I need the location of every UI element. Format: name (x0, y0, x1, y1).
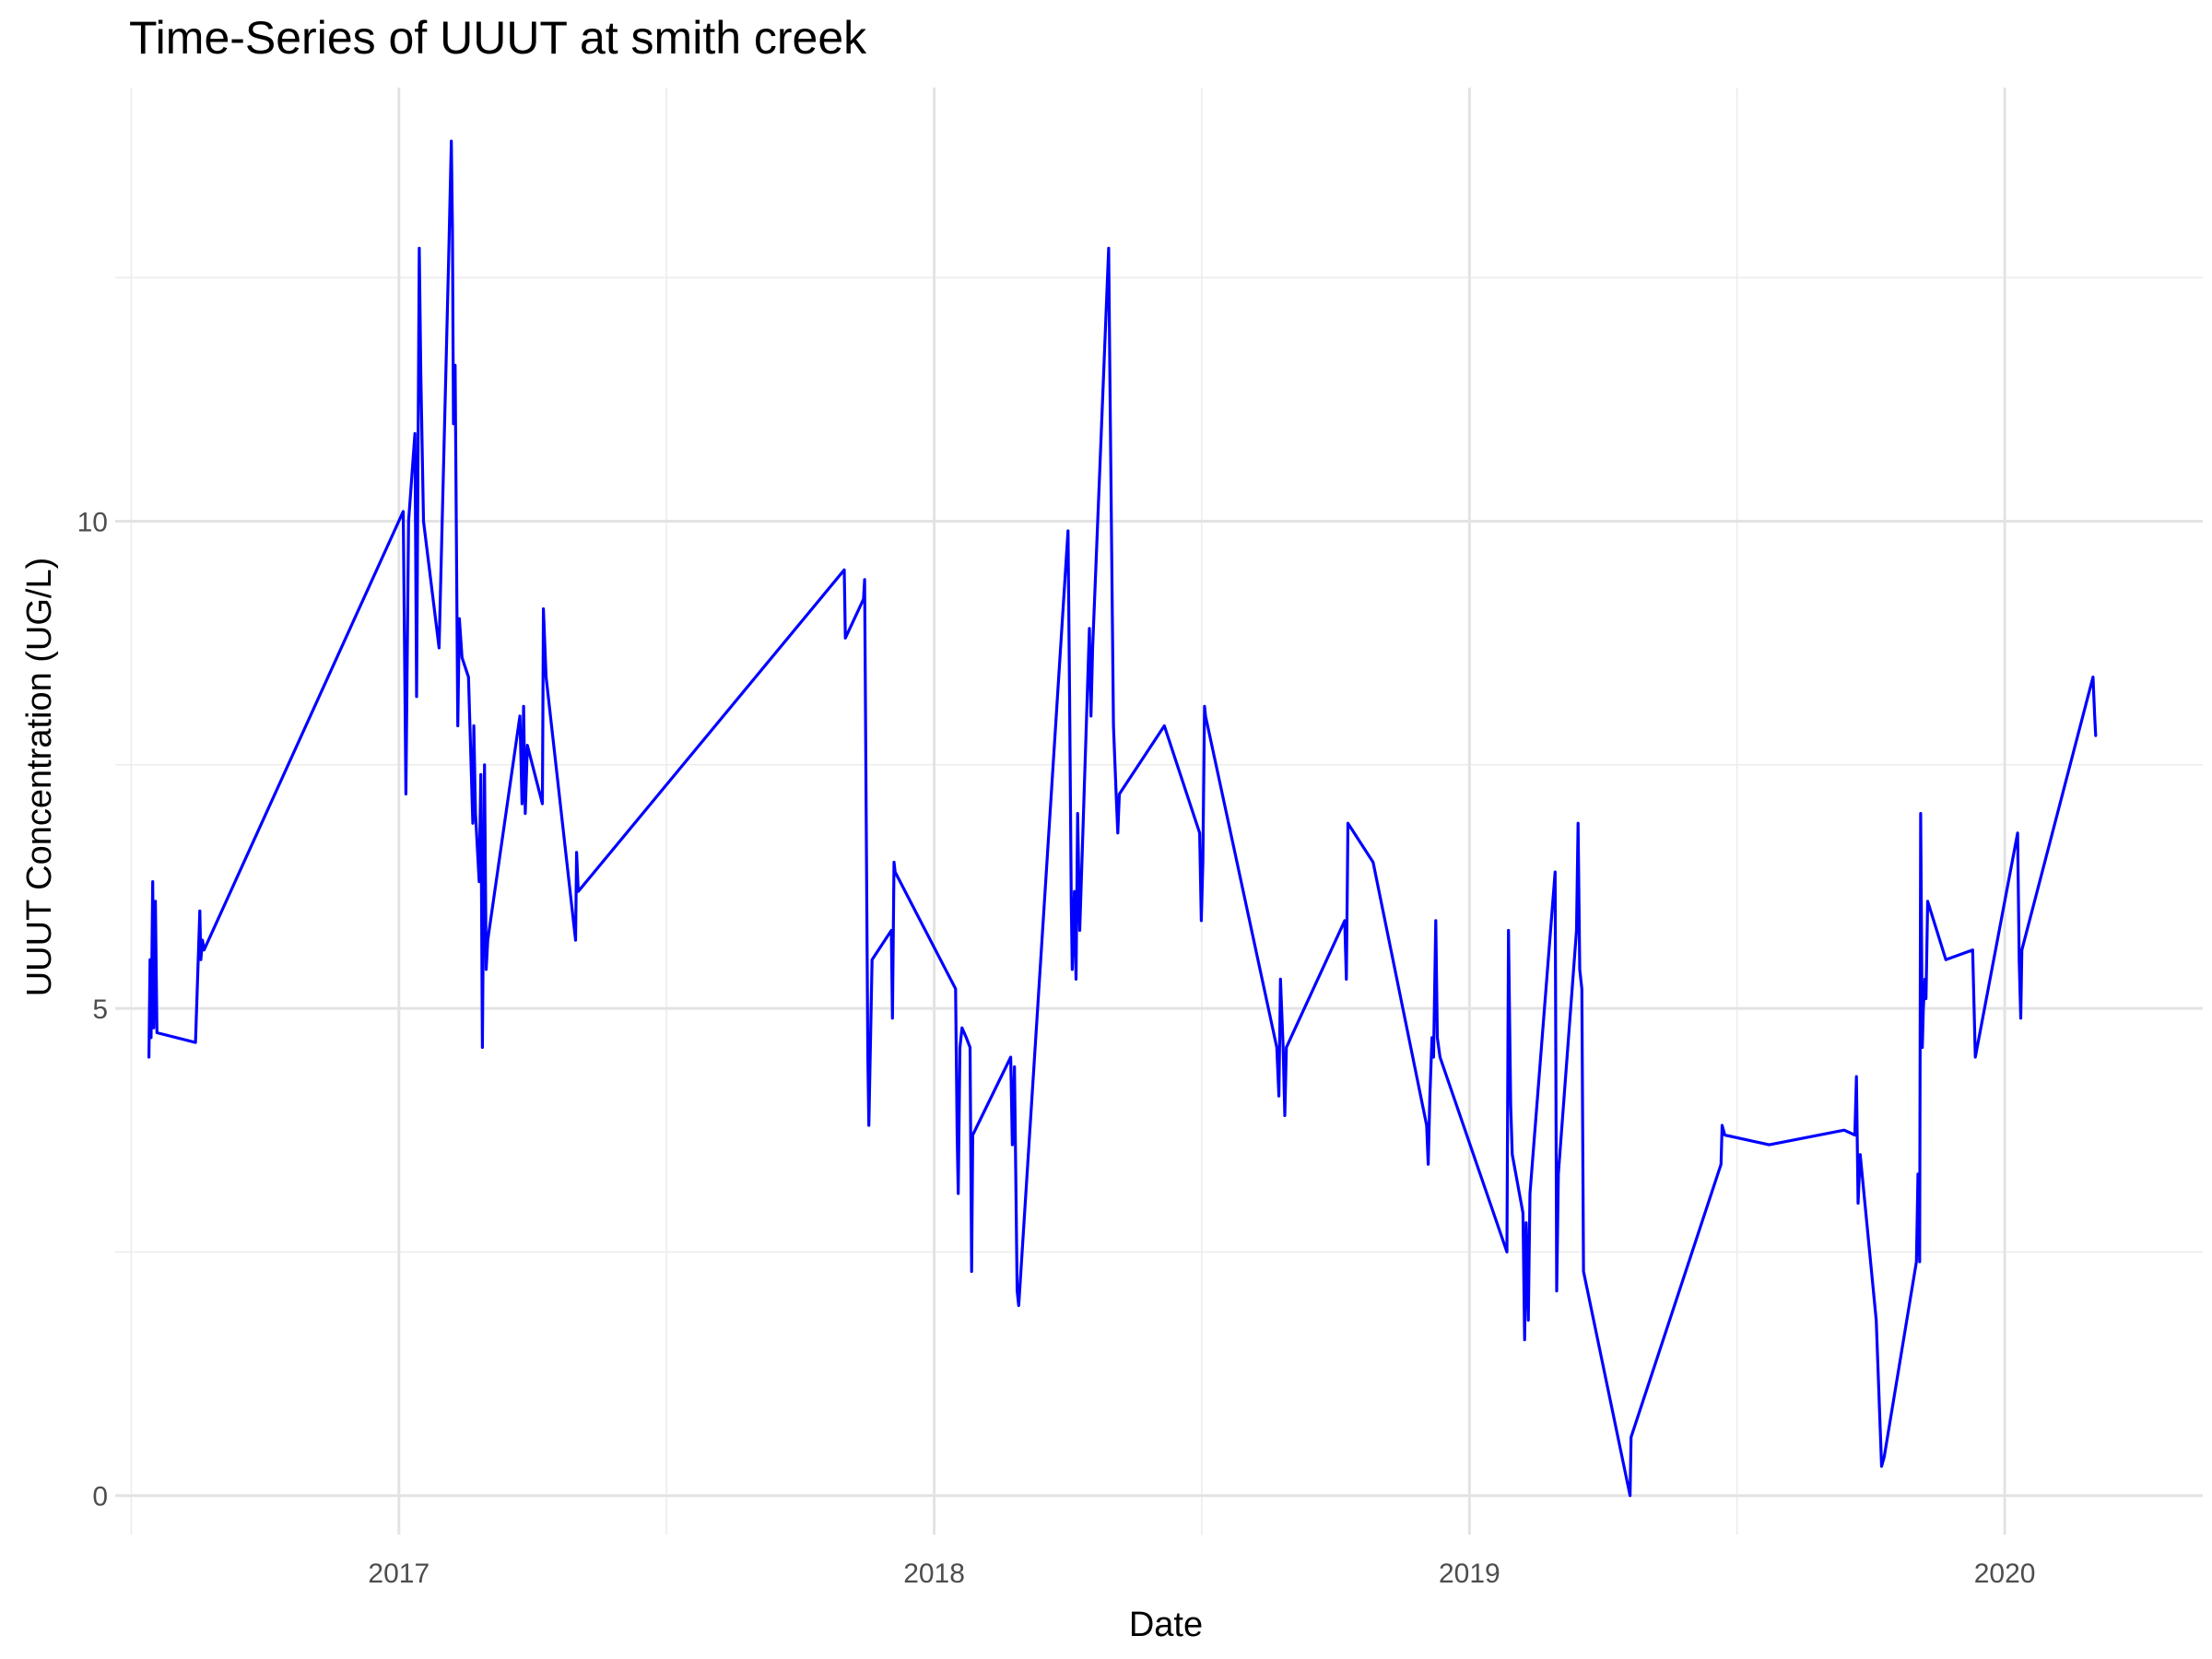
y-tick-labels: 0 5 10 (77, 507, 108, 1512)
y-tick-label: 5 (92, 994, 108, 1025)
minor-gridlines (115, 88, 2203, 1535)
series-layer (147, 139, 2098, 1498)
x-axis-title: Date (1129, 1606, 1203, 1644)
x-tick-label: 2018 (903, 1559, 965, 1589)
x-tick-labels: 2017 2018 2019 2020 (368, 1559, 2035, 1589)
series-line (147, 139, 2098, 1498)
y-tick-label: 0 (92, 1482, 108, 1512)
x-tick-label: 2019 (1439, 1559, 1500, 1589)
y-tick-label: 10 (77, 507, 108, 537)
y-axis-title: UUUT Concentration (UG/L) (20, 558, 59, 997)
x-tick-label: 2020 (1974, 1559, 2036, 1589)
chart-title: Time-Series of UUUT at smith creek (129, 12, 867, 64)
x-tick-label: 2017 (368, 1559, 429, 1589)
major-gridlines (115, 88, 2203, 1535)
